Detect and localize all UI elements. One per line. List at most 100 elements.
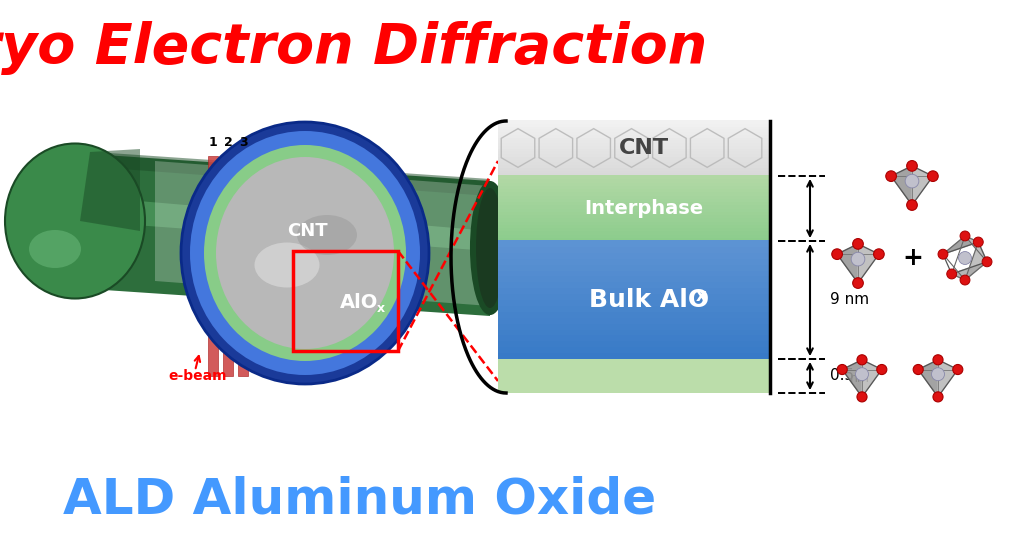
Ellipse shape [471,182,509,314]
Polygon shape [80,151,490,196]
Bar [498,214,770,218]
Text: Interphase: Interphase [585,199,703,218]
Text: 0.5: 0.5 [830,369,854,383]
Ellipse shape [216,157,394,349]
Bar [293,251,398,351]
Bar [498,179,770,182]
Bar [498,139,770,143]
Circle shape [961,275,970,285]
Bar [498,246,770,253]
Circle shape [857,392,867,402]
Bar [498,156,770,159]
Ellipse shape [181,122,429,384]
Polygon shape [837,244,858,283]
Bar [498,328,770,336]
Bar [498,170,770,173]
Bar [498,346,770,353]
Bar [498,317,770,323]
Text: Bulk AlO: Bulk AlO [589,288,709,312]
Bar [498,188,770,192]
Circle shape [913,364,924,375]
Bar [498,287,770,294]
Bar [498,299,770,306]
Text: x: x [695,287,707,305]
Bar [498,126,770,129]
Bar [498,150,770,154]
Circle shape [928,171,938,181]
Text: CNT: CNT [287,222,328,240]
Circle shape [853,278,863,288]
Circle shape [933,392,943,402]
Ellipse shape [5,143,145,299]
Circle shape [853,239,863,249]
Text: AlO: AlO [340,294,379,312]
Circle shape [831,249,843,260]
Circle shape [905,174,919,188]
Bar [498,293,770,300]
Bar [498,185,770,189]
Bar [498,263,770,271]
Text: 3: 3 [239,137,248,149]
Polygon shape [858,244,879,283]
Bar [498,334,770,341]
Bar [498,121,770,176]
Polygon shape [938,360,957,397]
Text: 9 nm: 9 nm [830,293,869,307]
Bar [498,282,770,288]
Bar [498,145,770,149]
Ellipse shape [204,145,406,361]
Bar [498,234,770,237]
Bar [498,237,770,241]
Bar [498,359,770,393]
Bar [498,252,770,259]
Polygon shape [80,196,490,251]
Polygon shape [80,149,140,231]
Polygon shape [912,166,933,205]
Bar [498,240,770,247]
Polygon shape [965,242,987,280]
Text: +: + [902,246,924,270]
Text: 1: 1 [209,137,217,149]
Bar [498,201,770,206]
Ellipse shape [255,242,319,288]
Polygon shape [951,262,987,280]
Bar [498,198,770,202]
Circle shape [906,199,918,210]
Circle shape [932,368,944,381]
Bar [498,210,770,215]
Polygon shape [965,236,987,262]
Bar [498,164,770,168]
Bar [498,128,770,132]
Bar [498,204,770,208]
Circle shape [906,160,918,171]
Ellipse shape [29,230,81,268]
Bar [498,134,770,138]
Bar [498,341,770,347]
Bar [498,352,770,359]
Bar [498,217,770,222]
Ellipse shape [476,188,504,308]
Bar [498,191,770,196]
Polygon shape [842,360,862,397]
Bar [498,175,770,179]
Polygon shape [155,161,490,306]
Bar [498,148,770,152]
Bar [208,156,218,376]
Bar [498,123,770,127]
Circle shape [838,364,847,375]
Bar [498,195,770,199]
Circle shape [974,237,983,247]
Circle shape [886,171,896,181]
Text: nm: nm [850,371,870,385]
Bar [498,181,770,186]
Text: 2: 2 [223,137,232,149]
Polygon shape [891,166,912,205]
Text: Cryo Electron Diffraction: Cryo Electron Diffraction [0,21,708,75]
Text: e-beam: e-beam [168,369,226,383]
Circle shape [873,249,884,260]
Circle shape [958,252,972,264]
Bar [498,161,770,165]
Bar [498,153,770,156]
Bar [498,230,770,235]
Circle shape [933,355,943,365]
